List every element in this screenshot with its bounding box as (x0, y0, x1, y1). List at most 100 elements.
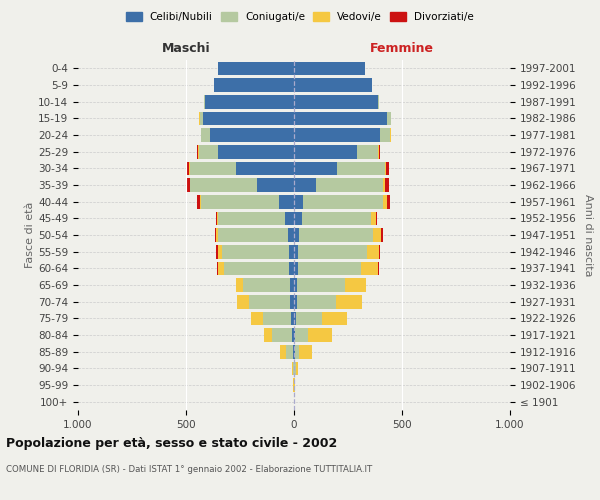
Bar (287, 228, 294, 242)
Bar (367, 245, 379, 258)
Bar (378, 95, 379, 108)
Bar (302, 195, 383, 208)
Bar (280, 345, 286, 358)
Bar (197, 195, 200, 208)
Bar (299, 345, 313, 358)
Bar (379, 145, 380, 158)
Bar (383, 178, 385, 192)
Bar (289, 245, 294, 258)
Bar (189, 162, 190, 175)
Bar (279, 195, 294, 208)
Bar (294, 328, 295, 342)
Bar (201, 128, 210, 142)
Bar (385, 162, 386, 175)
Bar (199, 145, 218, 158)
Bar (294, 178, 316, 192)
Text: Femmine: Femmine (370, 42, 434, 55)
Bar (190, 162, 236, 175)
Bar (289, 262, 294, 275)
Bar (387, 112, 391, 125)
Bar (257, 178, 294, 192)
Bar (371, 212, 376, 225)
Bar (294, 78, 372, 92)
Bar (386, 162, 389, 175)
Bar (295, 328, 308, 342)
Bar (294, 212, 302, 225)
Bar (294, 95, 378, 108)
Y-axis label: Fasce di età: Fasce di età (25, 202, 35, 268)
Bar (361, 262, 378, 275)
Bar (248, 295, 290, 308)
Bar (218, 228, 287, 242)
Bar (379, 245, 380, 258)
Bar (378, 145, 379, 158)
Bar (200, 112, 203, 125)
Bar (217, 262, 218, 275)
Bar (286, 345, 293, 358)
Bar (200, 195, 201, 208)
Bar (215, 212, 217, 225)
Legend: Celibi/Nubili, Coniugati/e, Vedovi/e, Divorziati/e: Celibi/Nubili, Coniugati/e, Vedovi/e, Di… (122, 8, 478, 26)
Bar (199, 112, 200, 125)
Bar (292, 362, 293, 375)
Bar (293, 345, 294, 358)
Text: Popolazione per età, sesso e stato civile - 2002: Popolazione per età, sesso e stato civil… (6, 438, 337, 450)
Bar (299, 228, 373, 242)
Bar (221, 245, 289, 258)
Bar (216, 245, 218, 258)
Bar (216, 228, 218, 242)
Bar (292, 328, 294, 342)
Bar (187, 162, 189, 175)
Bar (286, 212, 294, 225)
Bar (302, 212, 371, 225)
Bar (236, 162, 294, 175)
Bar (294, 345, 295, 358)
Bar (251, 312, 263, 325)
Bar (203, 112, 294, 125)
Bar (215, 228, 216, 242)
Bar (237, 295, 248, 308)
Bar (298, 245, 367, 258)
Text: COMUNE DI FLORIDIA (SR) - Dati ISTAT 1° gennaio 2002 - Elaborazione TUTTITALIA.I: COMUNE DI FLORIDIA (SR) - Dati ISTAT 1° … (6, 465, 372, 474)
Bar (356, 145, 378, 158)
Bar (214, 78, 294, 92)
Bar (336, 295, 362, 308)
Bar (290, 278, 294, 292)
Bar (291, 312, 294, 325)
Bar (263, 312, 291, 325)
Bar (294, 262, 298, 275)
Bar (293, 362, 294, 375)
Bar (294, 195, 302, 208)
Bar (187, 178, 190, 192)
Bar (345, 278, 367, 292)
Bar (308, 328, 332, 342)
Bar (337, 162, 385, 175)
Bar (296, 362, 298, 375)
Bar (218, 62, 294, 75)
Bar (295, 345, 299, 358)
Bar (296, 312, 322, 325)
Bar (290, 295, 294, 308)
Bar (316, 178, 383, 192)
Bar (224, 262, 289, 275)
Bar (376, 212, 377, 225)
Bar (294, 295, 297, 308)
Bar (294, 278, 297, 292)
Bar (198, 145, 199, 158)
Bar (218, 145, 294, 158)
Bar (387, 195, 390, 208)
Bar (236, 278, 243, 292)
Bar (385, 178, 389, 192)
Bar (218, 245, 221, 258)
Bar (294, 62, 365, 75)
Bar (264, 328, 272, 342)
Bar (218, 262, 224, 275)
Bar (201, 195, 279, 208)
Bar (373, 228, 382, 242)
Bar (322, 312, 347, 325)
Bar (243, 278, 290, 292)
Bar (380, 128, 390, 142)
Y-axis label: Anni di nascita: Anni di nascita (583, 194, 593, 276)
Bar (378, 262, 379, 275)
Bar (294, 312, 296, 325)
